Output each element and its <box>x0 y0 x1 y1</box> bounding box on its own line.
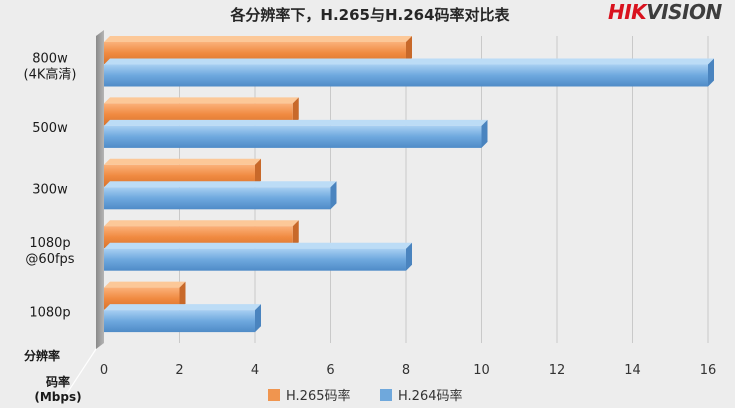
category-label: 1080p @60fps <box>25 236 74 267</box>
bar-h264 <box>104 304 261 333</box>
bar-end-face <box>406 36 412 64</box>
bar-end-face <box>292 97 299 126</box>
legend-label: H.264码率 <box>398 388 463 404</box>
legend-swatch <box>380 389 392 401</box>
category-label: 800w (4K高清) <box>24 52 77 83</box>
hikvision-logo: HIKVISION <box>608 0 723 24</box>
svg-text:HIKVISION: HIKVISION <box>608 0 722 24</box>
x-tick-label: 12 <box>549 363 566 378</box>
bar-top-face <box>104 242 412 249</box>
category-labels: 800w (4K高清) 500w 300w 1080p @60fps 1080p <box>24 52 77 321</box>
axis-floor <box>59 30 104 405</box>
bar-front-face <box>104 64 708 87</box>
bar-h264 <box>104 181 337 210</box>
chart-title: 各分辨率下，H.265与H.264码率对比表 <box>229 6 510 24</box>
bar-end-face <box>179 281 186 310</box>
x-tick-labels: 0 2 4 6 8 10 12 14 16 <box>100 363 716 378</box>
bar-front-face <box>104 125 482 148</box>
axis-corner-line <box>59 348 97 405</box>
bar-end-face <box>255 304 261 333</box>
bar-h264 <box>104 58 714 87</box>
logo-text-red: HIK <box>608 0 648 24</box>
bar-front-face <box>104 248 406 271</box>
axis-wall <box>96 30 104 349</box>
legend-label: H.265码率 <box>286 388 351 404</box>
bar-end-face <box>406 242 412 271</box>
bar-end-face <box>292 220 299 249</box>
x-tick-label: 4 <box>251 363 259 378</box>
bar-top-face <box>104 181 337 188</box>
value-axis-title: 码率(Mbps) <box>34 374 81 404</box>
category-label: 1080p <box>29 305 70 320</box>
x-tick-label: 8 <box>402 363 410 378</box>
bars <box>104 36 714 333</box>
bar-h264 <box>104 242 412 271</box>
category-label: 300w <box>32 183 68 198</box>
x-tick-label: 0 <box>100 363 108 378</box>
x-tick-label: 10 <box>473 363 490 378</box>
bar-front-face <box>104 187 331 210</box>
bar-top-face <box>104 281 186 288</box>
legend-item: H.265码率 <box>268 388 351 404</box>
bar-top-face <box>104 36 412 42</box>
bar-front-face <box>104 310 255 333</box>
bar-top-face <box>104 119 488 126</box>
bar-top-face <box>104 58 714 65</box>
x-tick-label: 14 <box>624 363 641 378</box>
bar-top-face <box>104 220 299 227</box>
legend: H.265码率 H.264码率 <box>268 388 463 404</box>
bar-h264 <box>104 119 488 148</box>
bar-end-face <box>708 58 714 87</box>
bar-end-face <box>255 158 261 187</box>
bar-top-face <box>104 304 261 311</box>
category-axis-title: 分辨率 <box>24 348 60 363</box>
legend-item: H.264码率 <box>380 388 463 404</box>
bar-end-face <box>481 119 488 148</box>
category-label: 500w <box>32 121 68 136</box>
x-tick-label: 2 <box>175 363 183 378</box>
bar-top-face <box>104 158 261 165</box>
legend-swatch <box>268 389 280 401</box>
bar-top-face <box>104 97 299 104</box>
logo-text-dark: VISION <box>646 0 722 24</box>
x-tick-label: 16 <box>700 363 717 378</box>
x-tick-label: 6 <box>326 363 334 378</box>
bar-end-face <box>330 181 337 210</box>
